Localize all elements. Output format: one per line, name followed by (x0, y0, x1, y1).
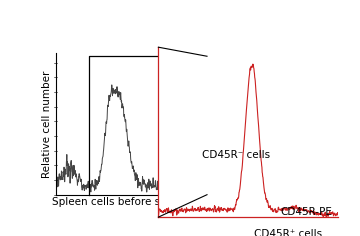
Y-axis label: Relative cell number: Relative cell number (42, 70, 51, 177)
X-axis label: Spleen cells before separation: Spleen cells before separation (52, 198, 211, 207)
Text: CD45R⁻ cells: CD45R⁻ cells (202, 150, 270, 160)
Text: CD45R-PE: CD45R-PE (280, 207, 332, 217)
Text: CD45R⁺ cells: CD45R⁺ cells (254, 229, 322, 236)
